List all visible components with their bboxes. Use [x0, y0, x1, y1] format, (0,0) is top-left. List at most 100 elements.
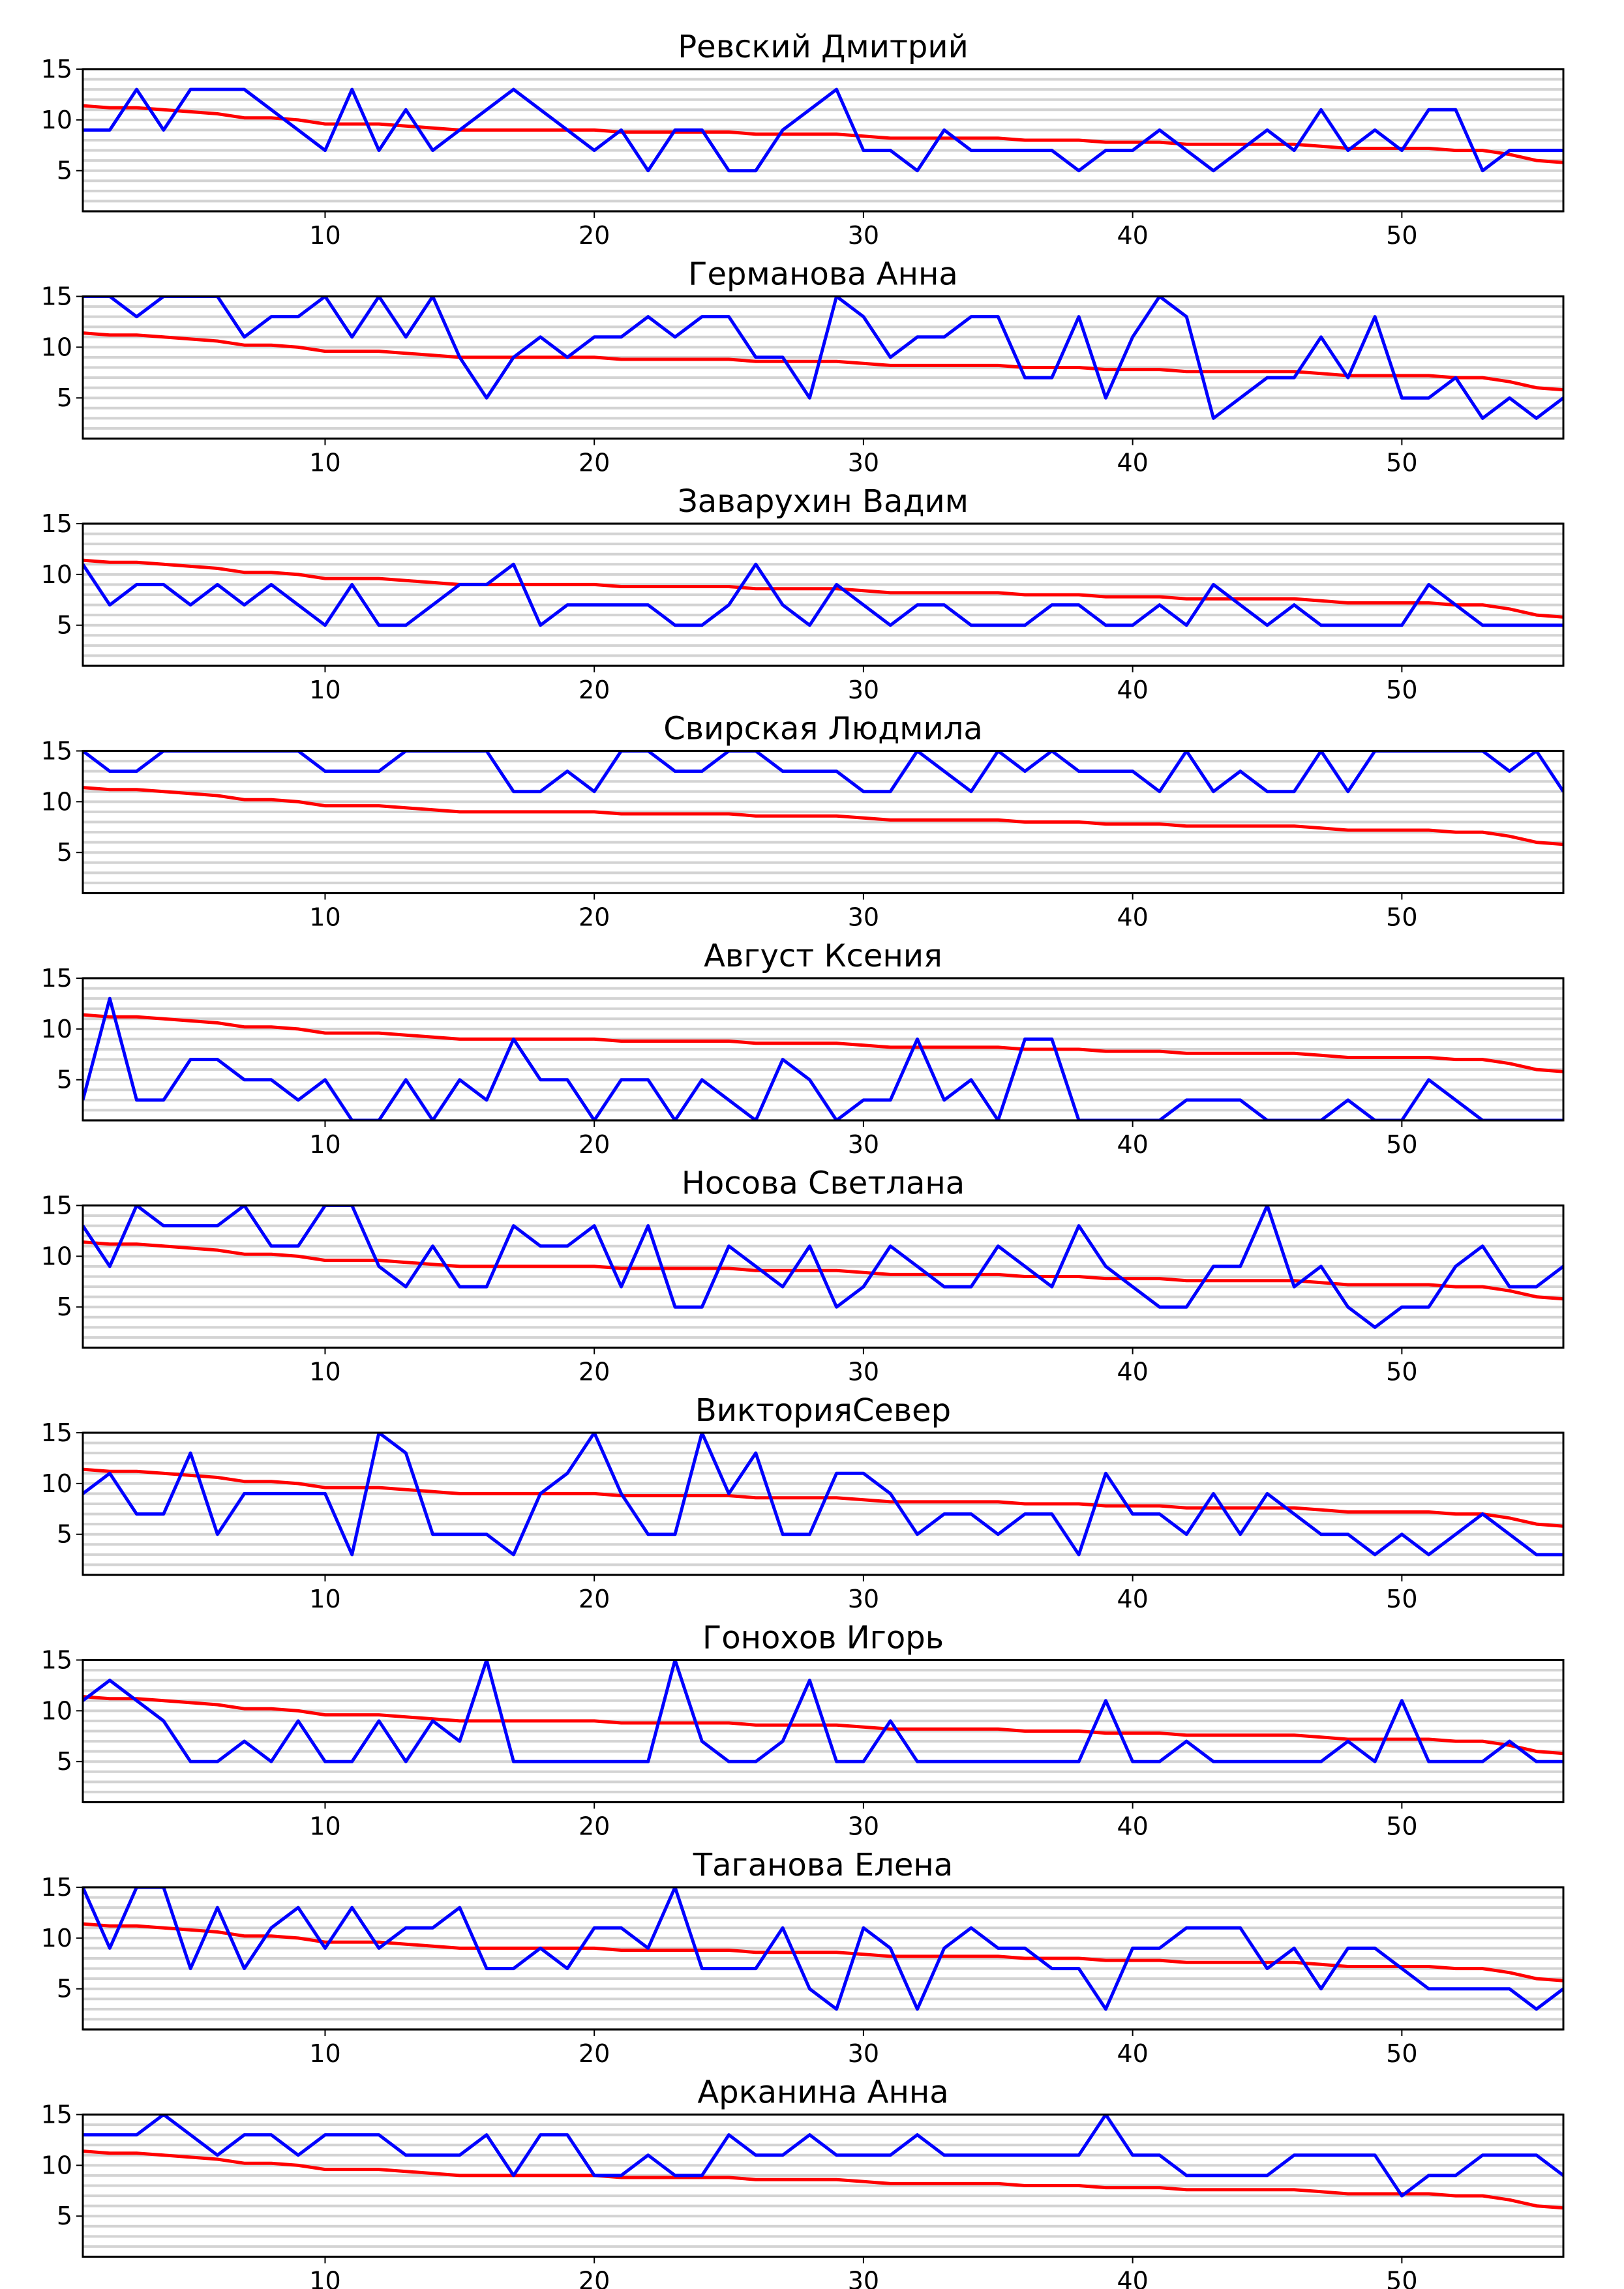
- x-tick-label: 50: [1386, 1812, 1417, 1841]
- y-tick-label: 5: [57, 1066, 72, 1094]
- axes-frame: [82, 295, 1565, 440]
- y-tick-label: 5: [57, 1975, 72, 2003]
- subplot-5: 5 10 15 10 20 30 40 50 Август Ксения: [41, 938, 1565, 1159]
- axes-frame: [82, 1431, 1565, 1576]
- subplot-2: 5 10 15 10 20 30 40 50 Германова Анна: [41, 256, 1565, 477]
- x-tick-label: 50: [1386, 903, 1417, 932]
- series-line-player: [83, 996, 1563, 1120]
- x-tick-label: 10: [309, 1585, 340, 1613]
- x-tick-label: 30: [848, 1812, 879, 1841]
- subplot-10: 5 10 15 10 20 30 40 50 Арканина Анна: [41, 2074, 1565, 2289]
- y-tick-label: 5: [57, 2202, 72, 2230]
- y-tick-label: 10: [41, 1469, 72, 1498]
- y-tick-label: 10: [41, 787, 72, 816]
- subplot-6: 5 10 15 10 20 30 40 50 Носова Светлана: [41, 1165, 1565, 1386]
- axes-frame: [82, 2114, 1565, 2258]
- x-tick-label: 20: [579, 221, 610, 250]
- axes-frame: [82, 1886, 1565, 2031]
- x-tick-label: 10: [309, 1358, 340, 1386]
- x-tick-label: 40: [1117, 2039, 1148, 2068]
- axes-frame: [82, 1204, 1565, 1349]
- x-tick-label: 20: [579, 1585, 610, 1613]
- axes-frame: [82, 68, 1565, 213]
- subplot-title: Заварухин Вадим: [678, 483, 969, 520]
- series-line-player: [83, 296, 1563, 420]
- subplot-7: 5 10 15 10 20 30 40 50 ВикторияСевер: [41, 1392, 1565, 1613]
- y-tick-label: 15: [41, 1873, 72, 1902]
- x-tick-label: 50: [1386, 2267, 1417, 2289]
- x-tick-label: 50: [1386, 1585, 1417, 1613]
- x-tick-label: 20: [579, 1130, 610, 1159]
- series-line-player: [83, 1887, 1563, 2011]
- x-tick-label: 30: [848, 449, 879, 477]
- series-line-average: [83, 1467, 1563, 1528]
- subplot-4: 5 10 15 10 20 30 40 50 Свирская Людмила: [41, 711, 1565, 932]
- x-tick-label: 10: [309, 2267, 340, 2289]
- y-tick-label: 15: [41, 1191, 72, 1220]
- series-line-player: [83, 1433, 1563, 1557]
- x-tick-label: 50: [1386, 1358, 1417, 1386]
- y-tick-label: 15: [41, 282, 72, 311]
- axes-frame: [82, 750, 1565, 894]
- x-tick-label: 20: [579, 903, 610, 932]
- x-tick-label: 50: [1386, 449, 1417, 477]
- y-tick-label: 10: [41, 560, 72, 589]
- x-tick-label: 40: [1117, 903, 1148, 932]
- y-tick-label: 5: [57, 838, 72, 867]
- x-tick-label: 40: [1117, 1585, 1148, 1613]
- y-tick-label: 10: [41, 1924, 72, 1952]
- x-tick-label: 10: [309, 676, 340, 704]
- series-line-player: [83, 87, 1563, 173]
- x-tick-label: 50: [1386, 1130, 1417, 1159]
- x-tick-label: 30: [848, 2267, 879, 2289]
- x-tick-label: 30: [848, 676, 879, 704]
- x-tick-label: 20: [579, 1358, 610, 1386]
- series-line-average: [83, 786, 1563, 846]
- series-line-player: [83, 1205, 1563, 1329]
- y-tick-label: 15: [41, 1418, 72, 1447]
- x-tick-label: 30: [848, 221, 879, 250]
- x-tick-label: 40: [1117, 1130, 1148, 1159]
- x-tick-label: 20: [579, 1812, 610, 1841]
- y-tick-label: 15: [41, 737, 72, 766]
- axes-frame: [82, 977, 1565, 1122]
- y-tick-label: 10: [41, 2151, 72, 2179]
- x-tick-label: 10: [309, 221, 340, 250]
- y-tick-label: 10: [41, 333, 72, 361]
- series-line-average: [83, 2149, 1563, 2210]
- subplot-title: ВикторияСевер: [695, 1392, 951, 1429]
- x-tick-label: 20: [579, 2039, 610, 2068]
- y-tick-label: 5: [57, 157, 72, 185]
- subplot-title: Таганова Елена: [693, 1847, 953, 1883]
- series-line-player: [83, 1660, 1563, 1763]
- x-tick-label: 20: [579, 676, 610, 704]
- subplot-3: 5 10 15 10 20 30 40 50 Заварухин Вадим: [41, 483, 1565, 704]
- series-line-player: [83, 751, 1563, 794]
- y-tick-label: 15: [41, 1646, 72, 1675]
- subplot-8: 5 10 15 10 20 30 40 50 Гонохов Игорь: [41, 1620, 1565, 1841]
- y-tick-label: 5: [57, 611, 72, 640]
- x-tick-label: 50: [1386, 221, 1417, 250]
- y-tick-label: 15: [41, 509, 72, 538]
- x-tick-label: 30: [848, 903, 879, 932]
- y-tick-label: 5: [57, 383, 72, 412]
- x-tick-label: 30: [848, 1585, 879, 1613]
- subplot-1: 5 10 15 10 20 30 40 50 Ревский Дмитрий: [41, 29, 1565, 250]
- x-tick-label: 10: [309, 1812, 340, 1841]
- subplot-title: Гонохов Игорь: [702, 1620, 944, 1656]
- y-tick-label: 15: [41, 964, 72, 993]
- y-tick-label: 10: [41, 1242, 72, 1270]
- x-tick-label: 40: [1117, 1358, 1148, 1386]
- y-tick-label: 15: [41, 2101, 72, 2129]
- series-line-average: [83, 104, 1563, 164]
- x-tick-label: 10: [309, 1130, 340, 1159]
- x-tick-label: 40: [1117, 676, 1148, 704]
- subplot-title: Свирская Людмила: [663, 711, 983, 747]
- x-tick-label: 30: [848, 1358, 879, 1386]
- subplot-title: Германова Анна: [688, 256, 958, 293]
- subplot-9: 5 10 15 10 20 30 40 50 Таганова Елена: [41, 1847, 1565, 2068]
- subplot-title: Ревский Дмитрий: [678, 29, 969, 65]
- x-tick-label: 10: [309, 449, 340, 477]
- y-tick-label: 5: [57, 1747, 72, 1776]
